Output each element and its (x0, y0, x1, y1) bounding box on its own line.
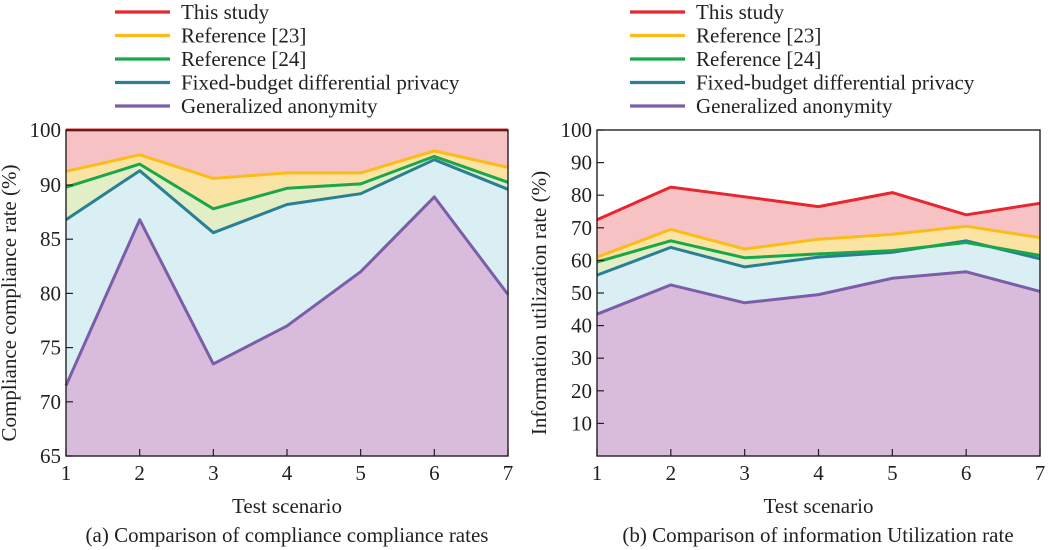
y-tick-label: 30 (571, 346, 592, 370)
series-line-1 (596, 185, 1041, 222)
area-band-2 (66, 150, 508, 209)
y-tick-label: 70 (571, 216, 592, 240)
series-line-5 (596, 270, 1041, 316)
legend-label-1: This study (696, 0, 785, 24)
y-tick-label: 100 (30, 118, 62, 142)
x-tick-label: 7 (1035, 461, 1046, 485)
y-tick-label: 85 (40, 227, 61, 251)
legend-label-4: Fixed-budget differential privacy (181, 71, 460, 95)
series-line-3 (65, 154, 509, 211)
series-line-4 (65, 158, 509, 235)
x-tick-label: 1 (61, 461, 72, 485)
x-axis-label-b: Test scenario (764, 494, 874, 518)
x-tick-label: 3 (208, 461, 219, 485)
x-tick-label: 3 (739, 461, 750, 485)
legend-label-2: Reference [23] (696, 24, 821, 48)
y-tick-label: 50 (571, 281, 592, 305)
area-fills-a (66, 130, 508, 456)
x-tick-label: 5 (887, 461, 898, 485)
series-lines-b (596, 185, 1041, 316)
x-tick-label: 7 (503, 461, 514, 485)
x-tick-label: 2 (666, 461, 677, 485)
area-band-4 (597, 240, 1040, 315)
x-tick-label: 5 (355, 461, 366, 485)
caption-b: (b) Comparison of information Utilizatio… (622, 523, 1013, 547)
legend-label-5: Generalized anonymity (181, 94, 378, 118)
series-line-3 (596, 239, 1041, 264)
y-tick-label: 65 (40, 444, 61, 468)
y-tick-label: 80 (571, 183, 592, 207)
x-axis-label-a: Test scenario (232, 494, 342, 518)
y-tick-label: 75 (40, 336, 61, 360)
x-tick-label: 1 (592, 461, 603, 485)
axes-b: 10 20 30 40 50 60 70 80 90 100 1 2 3 4 5 6 7 (561, 118, 1046, 485)
x-tick-label: 6 (429, 461, 440, 485)
legend-label-3: Reference [24] (696, 47, 821, 71)
y-tick-label: 10 (571, 411, 592, 435)
area-band-4 (66, 159, 508, 386)
y-tick-label: 90 (40, 173, 61, 197)
legend-label-5: Generalized anonymity (696, 94, 893, 118)
caption-a: (a) Comparison of compliance compliance … (86, 523, 489, 547)
y-tick-label: 90 (571, 151, 592, 175)
legend-label-2: Reference [23] (181, 24, 306, 48)
y-tick-label: 40 (571, 314, 592, 338)
x-tick-label: 6 (961, 461, 972, 485)
x-tick-label: 4 (813, 461, 824, 485)
area-band-2 (597, 226, 1040, 262)
legend-label-3: Reference [24] (181, 47, 306, 71)
area-band-5 (597, 271, 1040, 456)
axes-a: 65 70 75 80 85 90 100 1 2 3 4 5 6 7 (30, 118, 514, 485)
y-tick-label: 70 (40, 390, 61, 414)
y-axis-label-b: Information utilization rate (%) (527, 171, 551, 435)
series-line-2 (65, 149, 509, 180)
legend-label-4: Fixed-budget differential privacy (696, 71, 975, 95)
legend-label-1: This study (181, 0, 270, 24)
y-axis-label-a: Compliance compliance rate (%) (0, 165, 21, 442)
x-tick-label: 2 (134, 461, 145, 485)
series-line-5 (64, 195, 510, 387)
series-line-2 (596, 224, 1041, 259)
y-tick-label: 80 (40, 281, 61, 305)
x-tick-label: 4 (282, 461, 293, 485)
series-line-4 (596, 239, 1041, 277)
y-tick-label: 100 (561, 118, 593, 142)
y-tick-label: 20 (571, 379, 592, 403)
y-tick-label: 60 (571, 248, 592, 272)
